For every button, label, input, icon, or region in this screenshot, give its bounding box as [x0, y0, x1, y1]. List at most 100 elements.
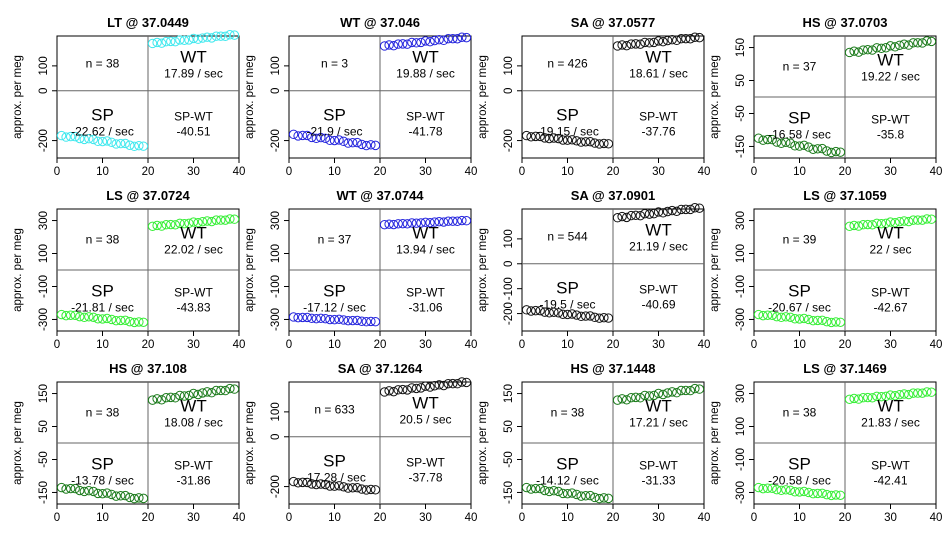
data-point-wt	[161, 392, 171, 403]
y-tick-label: 100	[38, 244, 50, 263]
x-tick-label: 10	[793, 512, 806, 524]
data-point-wt	[681, 385, 691, 396]
data-point-sp	[753, 133, 764, 143]
y-axis-label: approx. per meg	[244, 55, 256, 139]
data-point-sp	[558, 309, 568, 320]
y-axis-label: approx. per meg	[709, 401, 721, 485]
data-point-wt	[649, 390, 659, 401]
data-point-wt	[443, 378, 453, 389]
data-point-wt	[890, 217, 900, 228]
data-point-wt	[388, 386, 399, 397]
y-axis-label: approx. per meg	[12, 55, 24, 139]
data-point-wt	[443, 216, 453, 226]
data-point-wt	[207, 388, 217, 398]
x-tick-label: 20	[607, 512, 620, 524]
data-point-sp	[293, 131, 303, 141]
data-point-sp	[762, 310, 773, 320]
data-point-wt	[872, 218, 882, 228]
data-point-wt	[457, 215, 467, 226]
wt-label: WT	[645, 47, 671, 66]
sp-label: SP	[91, 455, 114, 474]
data-point-sp	[129, 493, 140, 504]
data-point-sp	[590, 138, 600, 148]
data-point-wt	[225, 383, 235, 394]
wt-label: WT	[877, 224, 903, 243]
data-point-sp	[571, 489, 582, 500]
data-point-sp	[352, 315, 362, 326]
data-point-wt	[640, 208, 650, 219]
data-point-wt	[211, 31, 221, 41]
data-point-wt	[853, 47, 864, 57]
data-point-sp	[785, 485, 796, 496]
sp-rate: -17.28 / sec	[303, 470, 366, 484]
y-tick-label: 50	[38, 420, 50, 433]
data-point-wt	[156, 38, 167, 48]
data-point-sp	[535, 131, 545, 142]
data-point-sp	[776, 312, 786, 323]
data-point-sp	[120, 490, 130, 501]
wt-label: WT	[877, 51, 903, 70]
x-tick-label: 40	[233, 339, 246, 351]
data-point-wt	[411, 218, 422, 228]
chart-panel-3: SA @ 37.0577 0 10 20 30 40 -200 0 100 approx. per…	[477, 15, 710, 178]
data-point-sp	[97, 314, 108, 324]
data-point-wt	[402, 39, 412, 49]
data-point-sp	[320, 133, 331, 144]
data-point-wt	[411, 38, 422, 48]
wt-label: WT	[412, 224, 438, 243]
data-point-wt	[662, 388, 673, 398]
data-point-sp	[576, 491, 586, 501]
data-point-wt	[220, 385, 231, 396]
data-point-sp	[790, 487, 800, 497]
data-point-sp	[334, 135, 344, 145]
x-tick-label: 20	[839, 339, 852, 351]
sp-label: SP	[788, 109, 811, 128]
sample-count: n = 544	[547, 229, 588, 243]
data-point-wt	[649, 37, 659, 48]
x-tick-label: 10	[328, 339, 341, 351]
y-tick-label: 100	[503, 56, 515, 75]
wt-label: WT	[180, 397, 206, 416]
data-point-wt	[926, 387, 937, 397]
data-point-sp	[549, 486, 559, 496]
data-point-wt	[858, 45, 868, 55]
data-point-wt	[429, 35, 440, 46]
data-point-wt	[894, 216, 905, 227]
data-point-sp	[320, 479, 331, 490]
data-point-wt	[863, 219, 873, 230]
data-point-sp	[307, 479, 317, 489]
data-point-wt	[411, 383, 422, 394]
data-point-sp	[293, 478, 303, 488]
chart-panel-2: WT @ 37.046 0 10 20 30 40 -200 0 100 approx. per …	[244, 15, 477, 178]
data-point-wt	[152, 220, 162, 231]
y-tick-label: 300	[38, 211, 50, 230]
data-point-sp	[530, 131, 541, 142]
wt-rate: 22.02 / sec	[164, 243, 223, 257]
data-point-wt	[926, 214, 937, 224]
data-point-wt	[434, 217, 444, 227]
data-point-sp	[817, 315, 827, 325]
data-point-sp	[826, 317, 837, 328]
sp-rate: -21.81 / sec	[71, 301, 134, 315]
x-tick-label: 20	[374, 512, 387, 524]
data-point-sp	[535, 483, 545, 494]
x-tick-label: 40	[698, 512, 711, 524]
data-point-sp	[370, 140, 381, 151]
data-point-wt	[653, 36, 664, 46]
data-point-sp	[111, 315, 121, 326]
sample-count: n = 633	[314, 402, 355, 416]
data-point-wt	[425, 217, 435, 228]
data-point-wt	[858, 393, 868, 403]
data-point-sp	[65, 483, 76, 494]
x-tick-label: 10	[561, 166, 574, 178]
x-tick-label: 30	[652, 339, 665, 351]
data-point-sp	[302, 312, 312, 323]
y-tick-label: -200	[38, 129, 50, 152]
data-point-sp	[562, 309, 573, 320]
data-point-wt	[694, 384, 705, 394]
data-point-wt	[644, 209, 655, 219]
data-point-sp	[567, 309, 577, 319]
data-point-sp	[288, 476, 299, 487]
sample-count: n = 38	[86, 406, 120, 420]
data-point-wt	[885, 390, 896, 400]
